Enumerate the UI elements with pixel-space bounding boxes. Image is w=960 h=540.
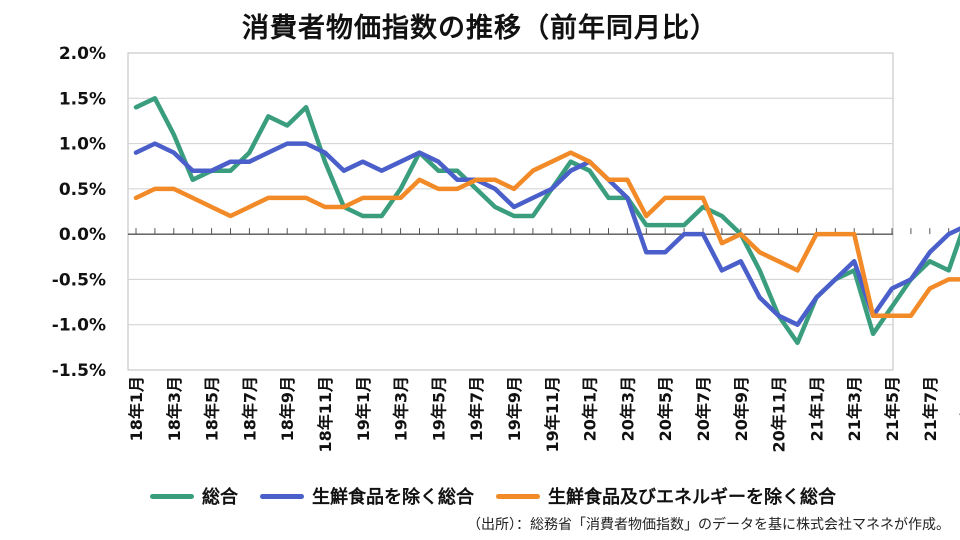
x-tick-label: 20年3月: [618, 376, 637, 441]
legend-label-core: 生鮮食品を除く総合: [312, 487, 474, 508]
x-tick-label: 20年11月: [770, 376, 789, 453]
legend-item-core-core: 生鮮食品及びエネルギーを除く総合: [496, 483, 836, 509]
y-tick-label: 1.5%: [59, 89, 106, 109]
legend-swatch-core: [260, 493, 304, 499]
x-tick-label: 20年7月: [694, 376, 713, 441]
legend-swatch-core-core: [496, 493, 540, 499]
legend-label-core-core: 生鮮食品及びエネルギーを除く総合: [548, 487, 836, 508]
x-tick-label: 19年3月: [392, 376, 411, 441]
x-tick-label: 21年9月: [959, 376, 960, 441]
series-line-0: [133, 96, 960, 346]
x-tick-label: 21年5月: [883, 376, 902, 441]
y-tick-label: 1.0%: [59, 135, 106, 155]
x-tick-label: 20年5月: [656, 376, 675, 441]
y-tick-label: 0.0%: [59, 225, 106, 245]
x-tick-label: 18年3月: [165, 376, 184, 441]
series-line-1: [133, 141, 960, 327]
x-tick-label: 18年1月: [127, 376, 146, 441]
legend-item-overall: 総合: [150, 483, 238, 509]
x-tick-label: 19年9月: [505, 376, 524, 441]
legend-label-overall: 総合: [202, 487, 238, 508]
x-tick-label: 21年1月: [807, 376, 826, 441]
y-tick-label: 0.5%: [59, 180, 106, 200]
series-line-2: [133, 150, 960, 318]
x-tick-label: 19年1月: [354, 376, 373, 441]
x-tick-label: 21年3月: [845, 376, 864, 441]
x-tick-label: 19年5月: [429, 376, 448, 441]
x-tick-label: 20年9月: [732, 376, 751, 441]
x-tick-label: 19年11月: [543, 376, 562, 453]
x-tick-label: 18年7月: [240, 376, 259, 441]
x-tick-label: 18年9月: [278, 376, 297, 441]
plot-frame: [127, 52, 894, 371]
y-tick-label: -1.5%: [52, 361, 106, 381]
legend-swatch-overall: [150, 493, 194, 499]
x-tick-label: 18年11月: [316, 376, 335, 453]
x-tick-label: 18年5月: [203, 376, 222, 441]
chart-title: 消費者物価指数の推移（前年同月比）: [242, 13, 718, 44]
y-tick-label: -1.0%: [52, 316, 106, 336]
x-tick-label: 21年7月: [921, 376, 940, 441]
x-tick-label: 20年1月: [581, 376, 600, 441]
legend-item-core: 生鮮食品を除く総合: [260, 483, 474, 509]
source-note: （出所）：総務省「消費者物価指数」のデータを基に株式会社マネネが作成。: [467, 517, 950, 533]
legend: 総合 生鮮食品を除く総合 生鮮食品及びエネルギーを除く総合: [150, 483, 858, 509]
x-tick-label: 19年7月: [467, 376, 486, 441]
y-tick-label: -0.5%: [52, 270, 106, 290]
y-tick-label: 2.0%: [59, 44, 106, 64]
